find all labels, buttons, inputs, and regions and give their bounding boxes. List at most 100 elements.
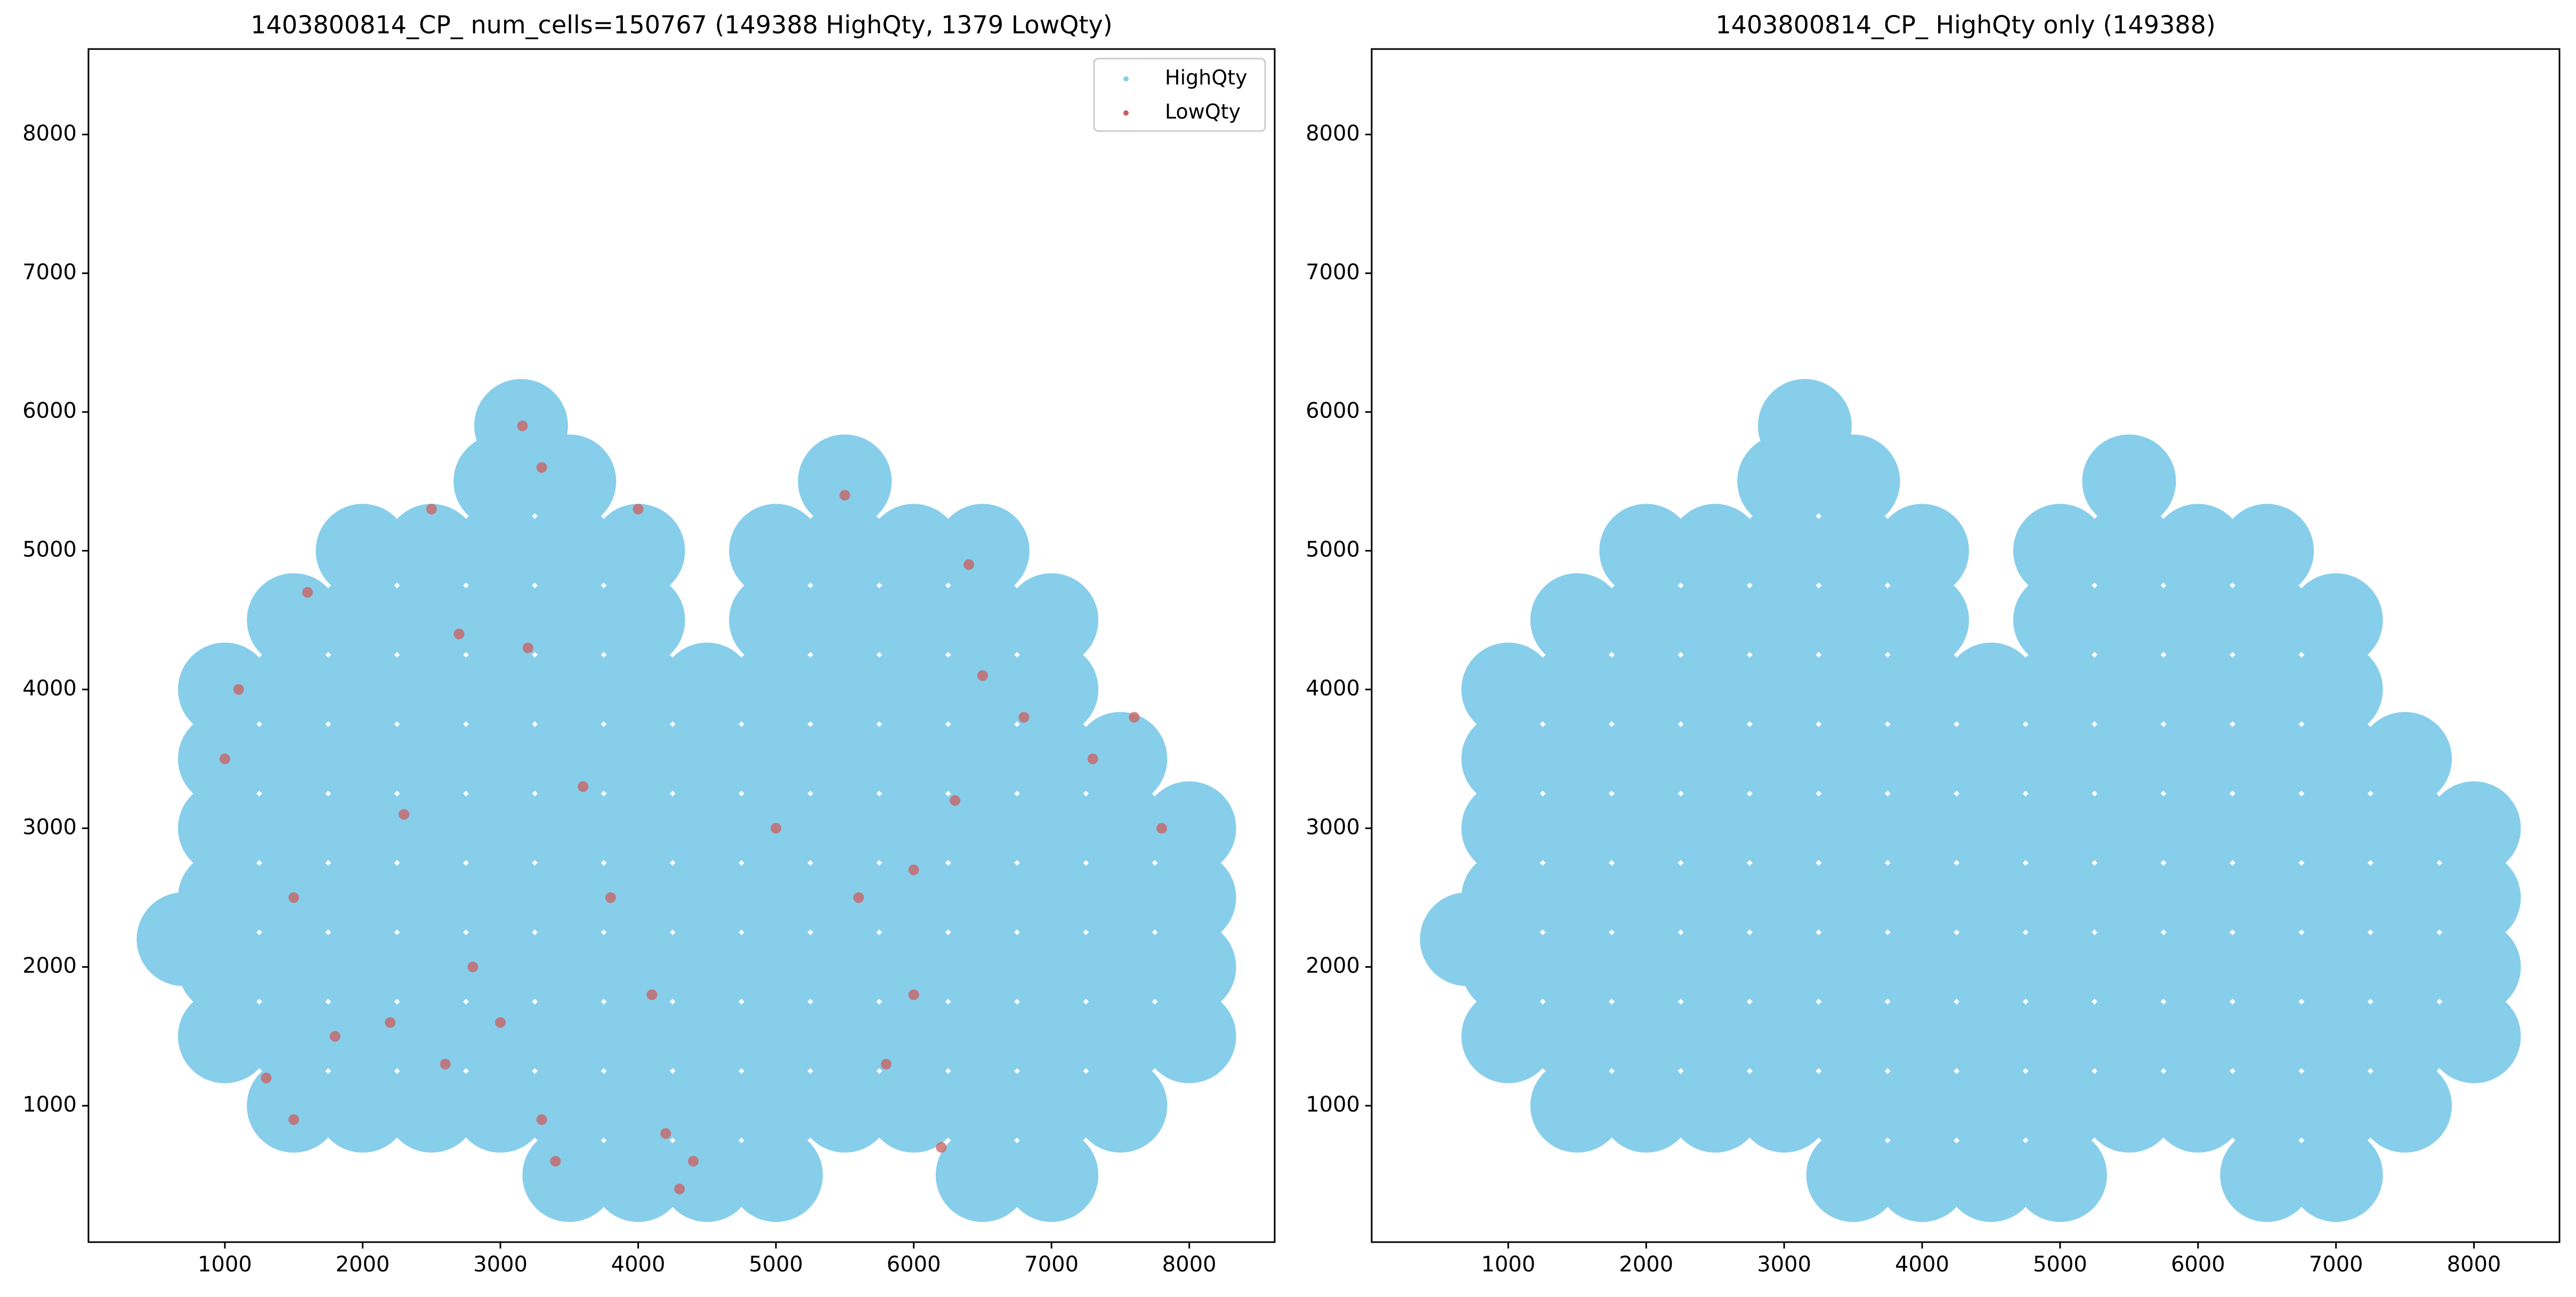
point [384,989,479,1083]
point [1461,712,1556,806]
point [674,1183,685,1195]
point [1875,642,1969,736]
point [591,573,685,667]
point [660,989,754,1083]
point [935,712,1030,806]
point [177,989,272,1083]
point [233,684,244,695]
point [1461,989,1556,1083]
point [315,989,410,1083]
point [1599,989,1694,1083]
point [1806,920,1900,1014]
point [2289,1128,2383,1222]
plot-area [136,379,1236,1222]
point [288,1114,299,1125]
point [798,504,892,598]
point [2151,573,2245,667]
point [798,642,892,736]
legend-marker [1123,76,1129,82]
point [798,850,892,945]
point [660,850,754,945]
point [2082,989,2176,1083]
point [2220,642,2314,736]
point [1806,1059,1900,1153]
point [315,573,410,667]
point [880,1058,892,1069]
point [1806,504,1900,598]
point [177,781,272,876]
point [1944,712,2038,806]
point [247,989,341,1083]
point [453,781,548,876]
point [1530,781,1624,876]
point [2013,781,2107,876]
point [1737,850,1832,945]
point [315,712,410,806]
point [605,892,616,903]
point [384,712,479,806]
point [633,504,644,515]
point [453,920,548,1014]
point [550,1156,561,1167]
point [591,1128,685,1222]
x-tick-label: 7000 [1024,1252,1079,1277]
y-tick-label: 4000 [22,676,77,701]
point [261,1072,272,1083]
point [798,573,892,667]
point [399,809,410,820]
point [1599,642,1694,736]
point [935,989,1030,1083]
point [2358,1059,2452,1153]
point [536,1114,547,1125]
point [1599,781,1694,876]
point [935,573,1030,667]
point [302,587,313,598]
y-tick-label: 5000 [1306,538,1360,562]
point [384,504,479,598]
point [453,712,548,806]
point [935,850,1030,945]
point [935,642,1030,736]
point [935,781,1030,876]
y-tick-label: 7000 [1306,260,1360,285]
legend-label: LowQty [1165,100,1241,124]
point [522,504,617,598]
point [1073,920,1168,1014]
point [2082,642,2176,736]
point [1806,781,1900,876]
point [1087,753,1098,765]
point [2289,573,2383,667]
point [522,1128,617,1222]
point [1944,642,2038,736]
point [1668,504,1762,598]
point [1737,504,1832,598]
x-tick-label: 3000 [1757,1252,1811,1277]
point [1668,920,1762,1014]
point [2151,850,2245,945]
x-tick-label: 3000 [473,1252,528,1277]
point [936,1142,947,1153]
point [591,1059,685,1153]
x-tick-label: 5000 [749,1252,803,1277]
point [1530,850,1624,945]
point [1073,712,1168,806]
point [591,642,685,736]
point [495,1017,506,1028]
point [1018,711,1030,723]
point [384,642,479,736]
y-tick-label: 1000 [1306,1092,1360,1117]
point [2082,504,2176,598]
point [908,989,919,1000]
point [247,781,341,876]
point [1599,573,1694,667]
point [247,1059,341,1153]
point [440,1058,451,1069]
point [1461,642,1556,736]
point [798,434,892,529]
point [1530,1059,1624,1153]
point [1944,850,2038,945]
point [591,781,685,876]
point [1944,1059,2038,1153]
point [522,920,617,1014]
